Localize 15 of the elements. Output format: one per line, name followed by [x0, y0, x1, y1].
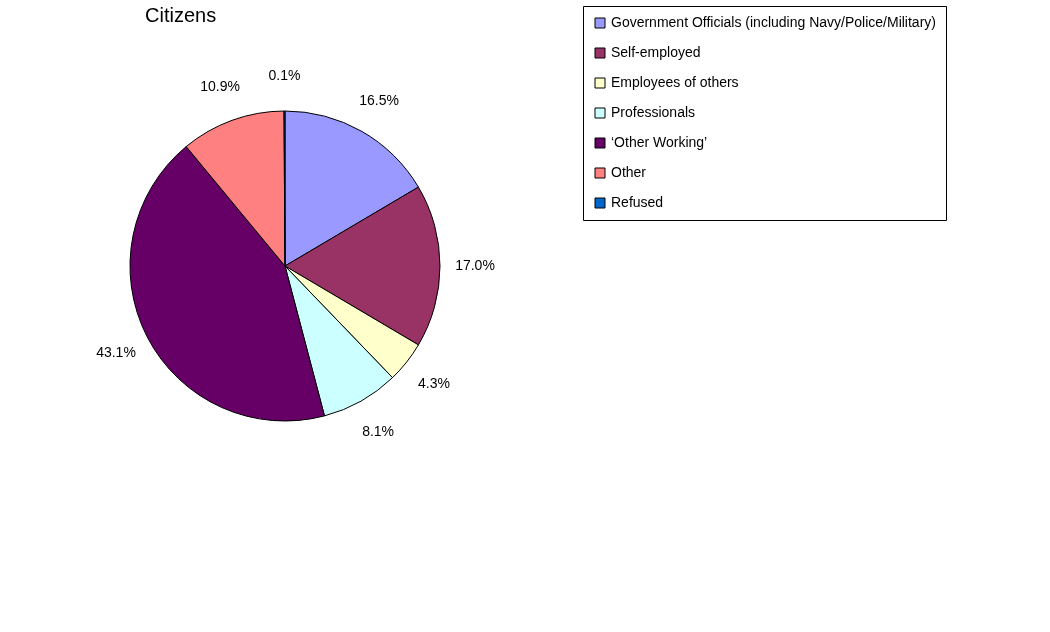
- legend-label: Refused: [611, 194, 664, 210]
- legend-label: Employees of others: [611, 74, 739, 90]
- legend-label: Self-employed: [611, 44, 701, 60]
- data-label: 17.0%: [455, 257, 495, 273]
- data-label: 4.3%: [418, 374, 450, 391]
- legend-label: ‘Other Working’: [611, 134, 708, 150]
- legend-label: Government Officials (including Navy/Police/Military): [611, 14, 936, 30]
- data-label: 0.1%: [268, 67, 301, 83]
- data-label: 16.5%: [359, 91, 399, 108]
- legend-label: Professionals: [611, 104, 696, 120]
- data-label: 10.9%: [200, 78, 240, 95]
- data-label: 8.1%: [362, 422, 395, 439]
- legend-label: Other: [611, 164, 647, 180]
- chart-title: Citizens: [145, 3, 217, 26]
- data-label: 43.1%: [96, 343, 136, 360]
